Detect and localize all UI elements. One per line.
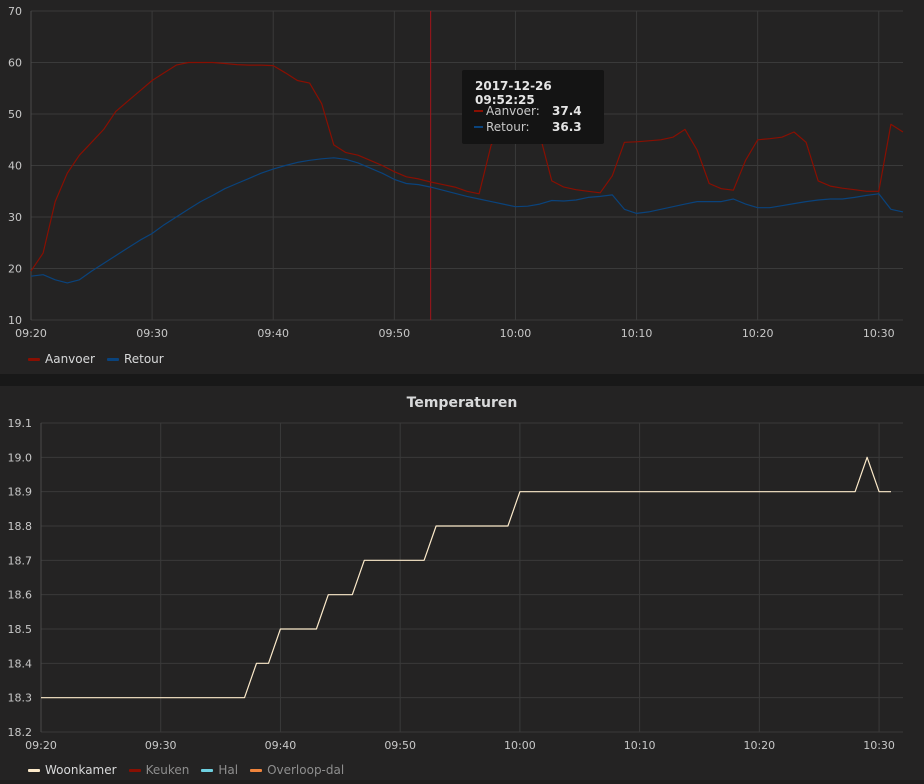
- tooltip-swatch: [474, 110, 483, 112]
- tooltip-row-retour: Retour: 36.3: [474, 119, 582, 135]
- y-tick-label: 60: [8, 57, 22, 70]
- y-tick-label: 19.0: [8, 451, 33, 464]
- x-tick-label: 10:10: [621, 327, 653, 340]
- tooltip-series-name: Aanvoer:: [486, 104, 540, 118]
- panel-gap: [0, 374, 924, 386]
- temperatures-panel: Temperaturen 18.2 18.3 18.4 18.5 18.6 18.7 18.…: [0, 386, 924, 780]
- legend-item-hal[interactable]: Hal: [201, 763, 238, 777]
- x-tick-label: 10:00: [500, 327, 532, 340]
- series-line-retour[interactable]: [30, 157, 904, 284]
- legend-swatch: [250, 768, 263, 772]
- series-line-woonkamer[interactable]: [41, 456, 891, 699]
- y-tick-label: 70: [8, 5, 22, 18]
- legend-swatch: [28, 357, 40, 361]
- x-tick-label: 09:30: [136, 327, 168, 340]
- grid: [30, 10, 903, 321]
- x-tick-label: 09:20: [15, 327, 47, 340]
- tooltip-series-value: 36.3: [552, 120, 582, 134]
- x-tick-label: 10:10: [624, 739, 656, 752]
- x-tick-label: 09:30: [145, 739, 177, 752]
- temperatures-chart[interactable]: 18.2 18.3 18.4 18.5 18.6 18.7 18.8 18.9 19.0 19.1…: [0, 386, 924, 780]
- legend-label: Aanvoer: [45, 352, 95, 366]
- y-tick-label: 20: [8, 263, 22, 276]
- legend-swatch: [128, 768, 141, 772]
- flow-temperature-chart[interactable]: 10 20 30 40 50 60 70 09:20 09:30 09:40 09:50 10:00 1…: [0, 0, 924, 374]
- x-tick-label: 09:40: [257, 327, 289, 340]
- y-tick-label: 18.2: [8, 726, 33, 739]
- legend-item-aanvoer[interactable]: Aanvoer: [28, 352, 95, 366]
- y-tick-label: 19.1: [8, 417, 33, 430]
- tooltip-series-name: Retour:: [486, 120, 530, 134]
- legend-label: Woonkamer: [45, 763, 117, 777]
- legend-swatch: [106, 357, 119, 361]
- legend-swatch: [28, 768, 40, 772]
- y-tick-label: 50: [8, 108, 22, 121]
- x-tick-label: 09:50: [378, 327, 410, 340]
- y-tick-label: 18.5: [8, 623, 33, 636]
- legend-item-overloop-dal[interactable]: Overloop-dal: [250, 763, 344, 777]
- tooltip-row-aanvoer: Aanvoer: 37.4: [474, 103, 582, 119]
- x-tick-label: 09:50: [384, 739, 416, 752]
- y-tick-label: 40: [8, 160, 22, 173]
- hover-tooltip: 2017-12-26 09:52:25 Aanvoer: 37.4 Retour…: [462, 70, 604, 144]
- tooltip-series-value: 37.4: [552, 104, 582, 118]
- y-tick-label: 18.4: [8, 657, 33, 670]
- y-tick-label: 18.9: [8, 486, 33, 499]
- legend-label: Retour: [123, 352, 164, 366]
- legend-item-keuken[interactable]: Keuken: [128, 763, 190, 777]
- legend-item-retour[interactable]: Retour: [106, 352, 164, 366]
- flow-temperature-legend: Aanvoer Retour: [28, 352, 176, 366]
- legend-label: Keuken: [145, 763, 190, 777]
- legend-label: Overloop-dal: [267, 763, 345, 777]
- x-tick-label: 10:30: [863, 739, 895, 752]
- legend-swatch: [201, 768, 214, 772]
- y-tick-label: 10: [8, 314, 22, 327]
- tooltip-time: 2017-12-26 09:52:25: [475, 79, 552, 107]
- temperatures-legend: Woonkamer Keuken Hal Overloop-dal: [28, 763, 356, 777]
- flow-temperature-panel: 10 20 30 40 50 60 70 09:20 09:30 09:40 09:50 10:00 1…: [0, 0, 924, 374]
- x-tick-label: 09:20: [25, 739, 57, 752]
- y-tick-label: 18.3: [8, 692, 33, 705]
- x-tick-label: 10:00: [504, 739, 536, 752]
- y-tick-label: 30: [8, 211, 22, 224]
- tooltip-swatch: [474, 126, 483, 128]
- series-line-aanvoer[interactable]: [30, 61, 904, 272]
- legend-item-woonkamer[interactable]: Woonkamer: [28, 763, 117, 777]
- legend-label: Hal: [218, 763, 239, 777]
- x-tick-label: 09:40: [265, 739, 297, 752]
- grid: [40, 422, 903, 733]
- y-tick-label: 18.7: [8, 554, 33, 567]
- x-tick-label: 10:20: [742, 327, 774, 340]
- y-tick-label: 18.8: [8, 520, 33, 533]
- y-tick-label: 18.6: [8, 589, 33, 602]
- panel-title[interactable]: Temperaturen: [406, 395, 518, 411]
- x-tick-label: 10:20: [743, 739, 775, 752]
- x-tick-label: 10:30: [863, 327, 895, 340]
